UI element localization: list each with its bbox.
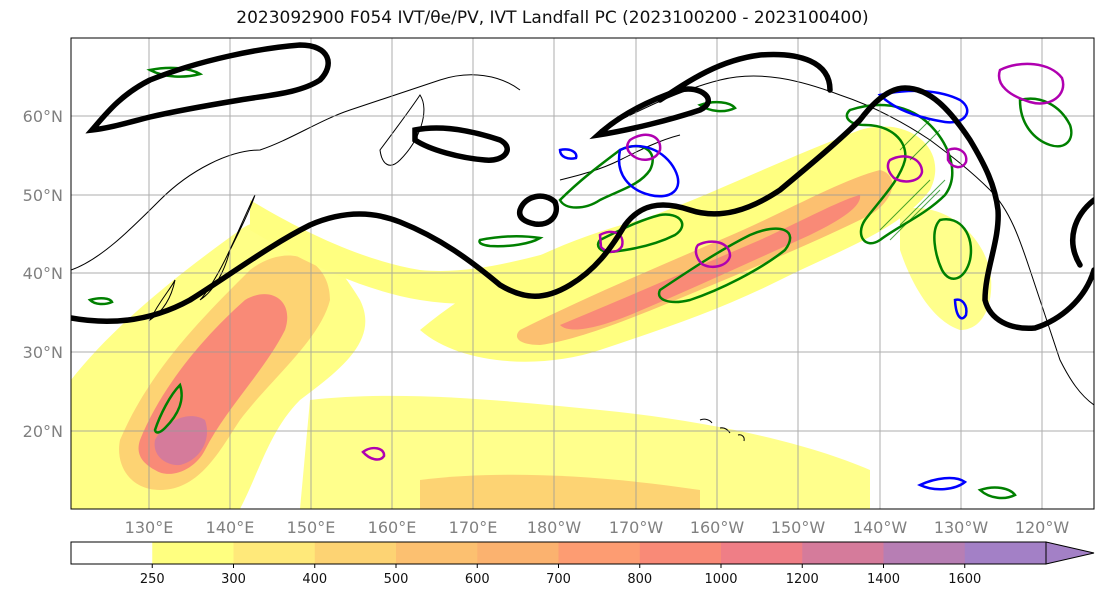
pv-contour — [558, 148, 578, 160]
colorbar-ticks: 250 300 400 500 600 700 800 1000 1200 1400 1600 — [140, 564, 981, 587]
theta-e-contour — [845, 103, 954, 245]
colorbar-tick-label: 800 — [627, 572, 652, 587]
theta-e-contour — [558, 144, 654, 209]
map-panel — [71, 38, 1094, 509]
landfall-pc-contour — [946, 147, 968, 169]
hatched-region — [879, 119, 946, 241]
theta-e-contour — [153, 382, 183, 434]
height-contour — [516, 193, 559, 227]
landfall-pc-contour — [694, 240, 732, 268]
theta-e-contour — [933, 217, 973, 280]
lon-label-130E: 130°E — [125, 518, 174, 537]
colorbar-cell — [314, 542, 397, 564]
pv-contour — [953, 298, 968, 320]
lat-label-40N: 40°N — [23, 264, 63, 283]
ivt-shading — [71, 126, 992, 509]
landfall-pc-contour — [626, 133, 662, 161]
colorbar-cell — [883, 542, 966, 564]
lat-label-50N: 50°N — [23, 186, 63, 205]
height-contour — [1070, 197, 1094, 268]
lon-label-170W: 170°W — [609, 518, 664, 537]
graticule — [71, 38, 1094, 509]
ivt-midlat — [250, 200, 608, 304]
colorbar-cell — [396, 542, 478, 564]
colorbar-cell — [71, 542, 153, 564]
theta-e-contour — [596, 213, 684, 254]
theta-e-contour — [977, 486, 1017, 500]
colorbar-cell — [721, 542, 803, 564]
colorbar-tick-label: 500 — [384, 572, 409, 587]
landfall-pc-contour — [361, 446, 386, 461]
lon-labels: 130°E 140°E 150°E 160°E 170°E 180°W 170°… — [125, 518, 1070, 537]
theta-e-contour — [87, 297, 114, 306]
height-contour — [412, 125, 510, 163]
lon-label-180W: 180°W — [527, 518, 582, 537]
height-contour — [71, 85, 1094, 331]
theta-e-contour — [657, 227, 792, 304]
lat-label-30N: 30°N — [23, 343, 63, 362]
pv-contour — [917, 476, 968, 491]
theta-e-contour — [697, 100, 737, 113]
colorbar-tick-label: 600 — [465, 572, 490, 587]
lon-label-160E: 160°E — [368, 518, 417, 537]
colorbar-tick-label: 300 — [221, 572, 246, 587]
height-contour — [589, 86, 711, 140]
lat-label-20N: 20°N — [23, 422, 63, 441]
colorbar-tick-label: 1600 — [948, 572, 981, 587]
ivt-tropical-inner — [420, 474, 700, 509]
lon-label-130W: 130°W — [934, 518, 989, 537]
coastline-kamchatka — [379, 94, 425, 166]
lon-label-140E: 140°E — [206, 518, 255, 537]
height-contour — [85, 42, 331, 134]
colorbar-extend-arrow — [1045, 541, 1095, 565]
lon-label-160W: 160°W — [690, 518, 745, 537]
lat-label-60N: 60°N — [23, 107, 63, 126]
colorbar-cell — [233, 542, 316, 564]
height-contour — [657, 51, 833, 103]
lon-label-170E: 170°E — [449, 518, 498, 537]
landfall-pc-contours — [361, 62, 1065, 461]
lon-label-120W: 120°W — [1015, 518, 1070, 537]
ivt-plume-west-max — [154, 416, 208, 466]
colorbar-cell — [639, 542, 722, 564]
colorbar-cell — [558, 542, 641, 564]
pv-contour — [617, 144, 680, 198]
colorbar-tick-label: 1000 — [704, 572, 737, 587]
ivt-plume-east-core — [560, 195, 861, 330]
lat-labels: 60°N 50°N 40°N 30°N 20°N — [23, 107, 63, 441]
lon-label-150W: 150°W — [771, 518, 826, 537]
colorbar-tick-label: 700 — [546, 572, 571, 587]
colorbar-tick-label: 1400 — [867, 572, 900, 587]
coastline-hawaii — [699, 418, 745, 442]
lon-label-140W: 140°W — [853, 518, 908, 537]
colorbar: 250 300 400 500 600 700 800 1000 1200 1400 1600 — [70, 541, 1095, 587]
colorbar-cells — [71, 542, 1047, 564]
landfall-pc-contour — [598, 230, 624, 253]
colorbar-tick-label: 250 — [140, 572, 165, 587]
ivt-plume-east — [420, 126, 936, 362]
colorbar-tick-label: 400 — [302, 572, 327, 587]
colorbar-cell — [477, 542, 559, 564]
lon-label-150E: 150°E — [287, 518, 336, 537]
colorbar-cell — [152, 542, 234, 564]
chart-title: 2023092900 F054 IVT/θe/PV, IVT Landfall … — [236, 8, 869, 28]
map-frame — [70, 37, 1095, 510]
theta-e-contour — [478, 235, 544, 248]
colorbar-cell — [802, 542, 884, 564]
coastline-asia — [71, 74, 521, 271]
theta-e-contours — [87, 66, 1073, 500]
colorbar-cell — [964, 542, 1047, 564]
landfall-pc-contour — [997, 62, 1065, 105]
height-contours — [71, 42, 1094, 331]
colorbar-tick-label: 1200 — [786, 572, 819, 587]
